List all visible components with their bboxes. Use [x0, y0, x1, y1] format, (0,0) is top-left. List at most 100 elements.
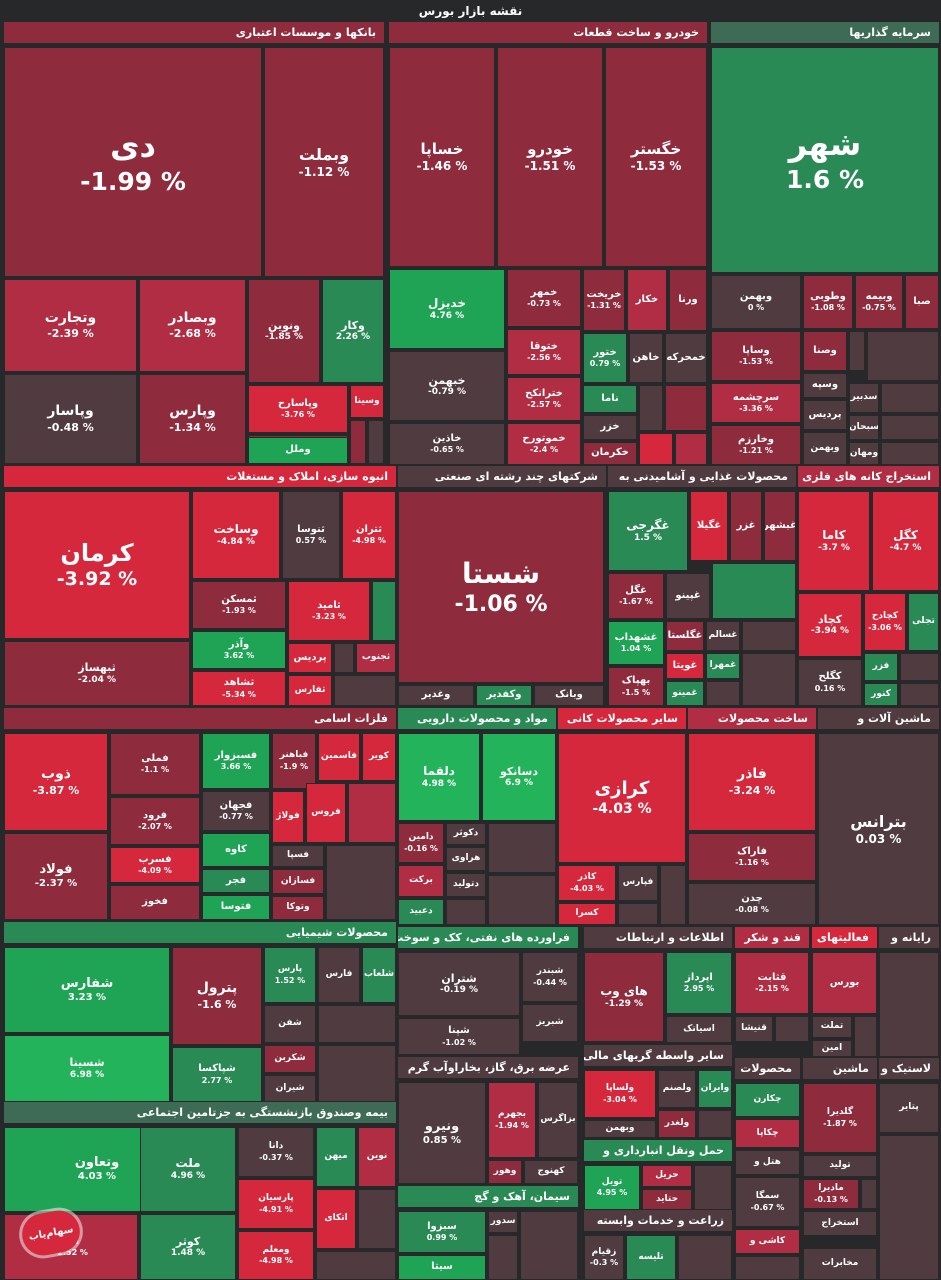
- stock-tile[interactable]: خکرمان: [583, 442, 637, 465]
- stock-tile[interactable]: وپارس -1.34 %: [139, 374, 246, 464]
- stock-tile[interactable]: صبا: [905, 275, 939, 329]
- stock-tile[interactable]: دعبید: [398, 899, 444, 925]
- stock-tile[interactable]: دامین -0.16 %: [398, 823, 444, 863]
- stock-tile[interactable]: خاهن: [629, 333, 663, 383]
- stock-tile[interactable]: [881, 415, 939, 440]
- stock-tile[interactable]: ومهان: [849, 442, 879, 465]
- stock-tile[interactable]: فسرب -4.09 %: [110, 847, 200, 883]
- stock-tile[interactable]: فولاد -2.37 %: [4, 833, 108, 920]
- stock-tile[interactable]: [735, 1256, 800, 1280]
- stock-tile[interactable]: خمهر -0.73 %: [507, 269, 581, 327]
- stock-tile[interactable]: شفن: [264, 1005, 316, 1043]
- sector-header[interactable]: سیمان، آهک و گچ: [398, 1186, 578, 1207]
- stock-tile[interactable]: خبهمن -0.79 %: [389, 351, 505, 421]
- stock-tile[interactable]: کهنوج: [524, 1160, 578, 1184]
- stock-tile[interactable]: کاشی و: [735, 1229, 800, 1254]
- stock-tile[interactable]: سبحان: [849, 415, 879, 440]
- stock-tile[interactable]: خترانکح -2.57 %: [507, 377, 581, 421]
- stock-tile[interactable]: غشهداب 1.04 %: [608, 621, 664, 665]
- stock-tile[interactable]: ثنوسا 0.57 %: [282, 491, 340, 579]
- stock-tile[interactable]: [488, 823, 556, 873]
- stock-tile[interactable]: وسپه: [803, 373, 847, 398]
- stock-tile[interactable]: [775, 1016, 809, 1042]
- stock-tile[interactable]: فاسمین: [318, 733, 360, 781]
- stock-tile[interactable]: دی -1.99 %: [4, 47, 262, 277]
- stock-tile[interactable]: [861, 1179, 877, 1209]
- sector-header[interactable]: بیمه وصندوق بازنشستگی به جزتامین اجتماعی: [4, 1102, 396, 1123]
- stock-tile[interactable]: وساخت -4.84 %: [192, 491, 280, 579]
- stock-tile[interactable]: حتاید: [642, 1189, 692, 1210]
- stock-tile[interactable]: دکوثر: [446, 823, 486, 845]
- stock-tile[interactable]: پردیس: [288, 643, 332, 673]
- stock-tile[interactable]: [881, 442, 939, 465]
- stock-tile[interactable]: [318, 1045, 396, 1102]
- stock-tile[interactable]: [694, 1165, 732, 1210]
- stock-tile[interactable]: ثفارس: [288, 675, 332, 706]
- sector-header[interactable]: محصولات شیمیایی: [4, 922, 396, 943]
- sector-header[interactable]: استخراج کانه های فلزی: [798, 466, 939, 487]
- stock-tile[interactable]: خدیزل 4.76 %: [389, 269, 505, 349]
- stock-tile[interactable]: کوثر 1.48 %: [140, 1214, 236, 1280]
- stock-tile[interactable]: ونوین -1.85 %: [248, 279, 320, 383]
- stock-tile[interactable]: کسرا: [558, 903, 616, 925]
- stock-tile[interactable]: غگل -1.67 %: [608, 573, 664, 619]
- stock-tile[interactable]: تملت: [812, 1016, 852, 1038]
- stock-tile[interactable]: ثبهساز -2.04 %: [4, 641, 190, 706]
- stock-tile[interactable]: غمهرا: [706, 653, 740, 679]
- stock-tile[interactable]: دتولید: [446, 873, 486, 897]
- stock-tile[interactable]: ثتران -4.98 %: [342, 491, 396, 579]
- stock-tile[interactable]: اسیاتک: [666, 1016, 732, 1043]
- stock-tile[interactable]: شکربن: [264, 1045, 316, 1073]
- stock-tile[interactable]: فزر: [864, 653, 898, 681]
- stock-tile[interactable]: فجر: [202, 869, 270, 893]
- stock-tile[interactable]: خریخت -1.31 %: [583, 269, 625, 331]
- sector-header[interactable]: قند و شکر: [735, 927, 809, 948]
- stock-tile[interactable]: کاذر -4.03 %: [558, 865, 616, 901]
- stock-tile[interactable]: غبشهر: [764, 491, 796, 561]
- stock-tile[interactable]: مادیرا -0.13 %: [803, 1179, 859, 1209]
- stock-tile[interactable]: [660, 865, 686, 925]
- stock-tile[interactable]: [867, 331, 939, 381]
- stock-tile[interactable]: شپنا -1.02 %: [398, 1018, 520, 1055]
- sector-header[interactable]: خودرو و ساخت قطعات: [389, 22, 707, 43]
- stock-tile[interactable]: فخوز: [110, 885, 200, 920]
- stock-tile[interactable]: وبهمن 0 %: [711, 275, 801, 329]
- stock-tile[interactable]: خموتورح -2.4 %: [507, 423, 581, 465]
- sector-header[interactable]: زراعت و خدمات وابسته: [584, 1210, 732, 1231]
- stock-tile[interactable]: وکفدیر: [476, 685, 532, 706]
- sector-header[interactable]: ساخت محصولات: [688, 708, 816, 729]
- stock-tile[interactable]: غمینو: [666, 681, 704, 706]
- stock-tile[interactable]: ومعلم -4.98 %: [238, 1231, 314, 1280]
- stock-tile[interactable]: ثمسکن -1.93 %: [192, 581, 286, 629]
- stock-tile[interactable]: خگستر -1.53 %: [605, 47, 707, 267]
- stock-tile[interactable]: دلقما 4.98 %: [398, 733, 480, 821]
- stock-tile[interactable]: فسازان: [272, 869, 324, 894]
- stock-tile[interactable]: ولصنم: [658, 1070, 696, 1108]
- stock-tile[interactable]: سبزوا 0.99 %: [398, 1211, 486, 1253]
- stock-tile[interactable]: کنور: [864, 683, 898, 706]
- stock-tile[interactable]: [348, 783, 396, 843]
- stock-tile[interactable]: [368, 420, 384, 464]
- stock-tile[interactable]: فسپا: [272, 845, 324, 867]
- stock-tile[interactable]: بترانس 0.03 %: [818, 733, 939, 925]
- stock-tile[interactable]: دانا -0.37 %: [238, 1127, 314, 1177]
- stock-tile[interactable]: برکت: [398, 865, 444, 897]
- stock-tile[interactable]: نوین: [358, 1127, 396, 1187]
- stock-tile[interactable]: سیتا: [398, 1255, 486, 1280]
- stock-tile[interactable]: شستا -1.06 %: [398, 491, 604, 683]
- stock-tile[interactable]: خکار: [627, 269, 667, 331]
- stock-tile[interactable]: ثجنوب: [356, 643, 396, 673]
- stock-tile[interactable]: چدن -0.08 %: [688, 883, 816, 925]
- stock-tile[interactable]: وایران: [698, 1070, 732, 1108]
- stock-tile[interactable]: ورنا: [669, 269, 707, 331]
- stock-tile[interactable]: وبصادر -2.68 %: [139, 279, 246, 372]
- stock-tile[interactable]: کرازی -4.03 %: [558, 733, 686, 863]
- stock-tile[interactable]: اتکای: [316, 1189, 356, 1249]
- stock-tile[interactable]: سرچشمه -3.36 %: [711, 383, 801, 423]
- sector-header[interactable]: ماشین: [803, 1058, 877, 1079]
- stock-tile[interactable]: پردیس: [803, 400, 847, 430]
- stock-tile[interactable]: [488, 1235, 518, 1280]
- sector-header[interactable]: ماشین آلات و: [818, 708, 939, 729]
- stock-tile[interactable]: بجهرم -1.94 %: [488, 1082, 536, 1158]
- stock-tile[interactable]: هتل و: [735, 1150, 800, 1175]
